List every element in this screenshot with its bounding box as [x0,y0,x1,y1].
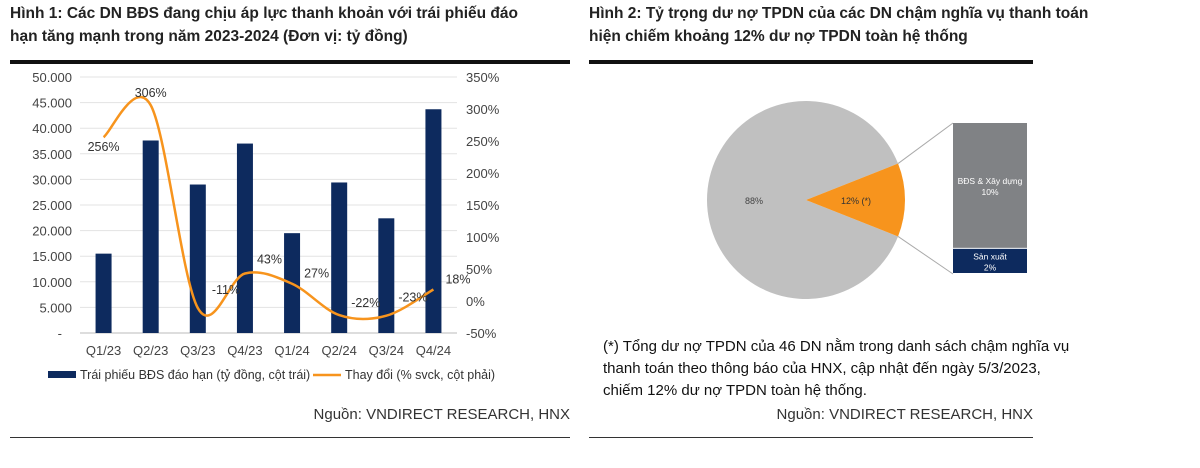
right-tick-label: 300% [466,102,500,117]
figure1-source: Nguồn: VNDIRECT RESEARCH, HNX [313,406,570,423]
data-label: -22% [351,296,380,310]
figure1-title: Hình 1: Các DN BĐS đang chịu áp lực than… [10,5,518,45]
connector-line [897,122,954,164]
pie-label: 88% [745,196,763,206]
left-tick-label: - [58,326,62,341]
data-label: 43% [257,252,282,266]
data-label: -11% [212,283,240,297]
bar [189,184,206,333]
pie-label: 12% (*) [841,196,871,206]
bar-line-chart: - 5.000 10.000 15.000 20.000 25.000 30.000 35.0… [32,70,500,382]
right-tick-label: 200% [466,166,500,181]
data-label: 306% [135,86,167,100]
x-tick-label: Q4/23 [227,343,262,358]
figure2-bottom-rule [589,437,1033,438]
legend-bar-label: Trái phiếu BĐS đáo hạn (tỷ đồng, cột trá… [80,368,310,382]
left-tick-label: 30.000 [32,172,72,187]
figure2-title: Hình 2: Tỷ trọng dư nợ TPDN của các DN c… [589,5,1089,45]
figure2-footnote: (*) Tổng dư nợ TPDN của 46 DN nằm trong … [603,338,1070,399]
legend-bar-swatch [48,371,76,378]
figure2-top-rule [589,60,1033,64]
right-tick-label: 350% [466,70,500,85]
left-tick-label: 25.000 [32,198,72,213]
bar [331,182,348,333]
bar [425,109,442,333]
figure2-source: Nguồn: VNDIRECT RESEARCH, HNX [776,406,1033,423]
x-tick-label: Q3/24 [369,343,404,358]
left-tick-label: 45.000 [32,96,72,111]
right-tick-label: -50% [466,326,497,341]
data-label: 27% [304,267,329,281]
pie-slice-delayed [806,163,905,237]
change-line [102,95,435,321]
bar [142,140,159,333]
right-tick-label: 100% [466,230,500,245]
x-tick-label: Q4/24 [416,343,451,358]
bar [378,218,395,333]
left-tick-label: 20.000 [32,224,72,239]
pie-slice-other [707,101,899,299]
bar [236,143,253,333]
x-tick-label: Q1/24 [274,343,309,358]
connector-line [897,236,954,275]
left-tick-label: 40.000 [32,121,72,136]
breakdown-value: 2% [984,262,997,272]
legend-line-label: Thay đổi (% svck, cột phải) [345,368,495,382]
right-tick-label: 0% [466,294,485,309]
x-tick-label: Q2/23 [133,343,168,358]
breakdown-name: Sản xuất [973,251,1007,261]
right-tick-label: 150% [466,198,500,213]
right-tick-label: 50% [466,262,492,277]
breakdown-name: BĐS & Xây dựng [958,176,1023,186]
breakdown-segment [953,248,1027,273]
x-tick-label: Q2/24 [321,343,356,358]
left-tick-label: 15.000 [32,249,72,264]
bar [95,253,112,333]
left-tick-label: 35.000 [32,147,72,162]
data-label: 18% [445,272,470,286]
breakdown-segment [953,123,1027,248]
data-label: 256% [88,140,120,154]
left-tick-label: 5.000 [39,300,72,315]
figure1-bottom-rule [10,437,570,438]
x-tick-label: Q1/23 [86,343,121,358]
left-tick-label: 10.000 [32,275,72,290]
figure1-top-rule [10,60,570,64]
left-tick-label: 50.000 [32,70,72,85]
right-tick-label: 250% [466,134,500,149]
x-tick-label: Q3/23 [180,343,215,358]
breakdown-value: 10% [981,187,998,197]
data-label: -23% [398,291,427,305]
